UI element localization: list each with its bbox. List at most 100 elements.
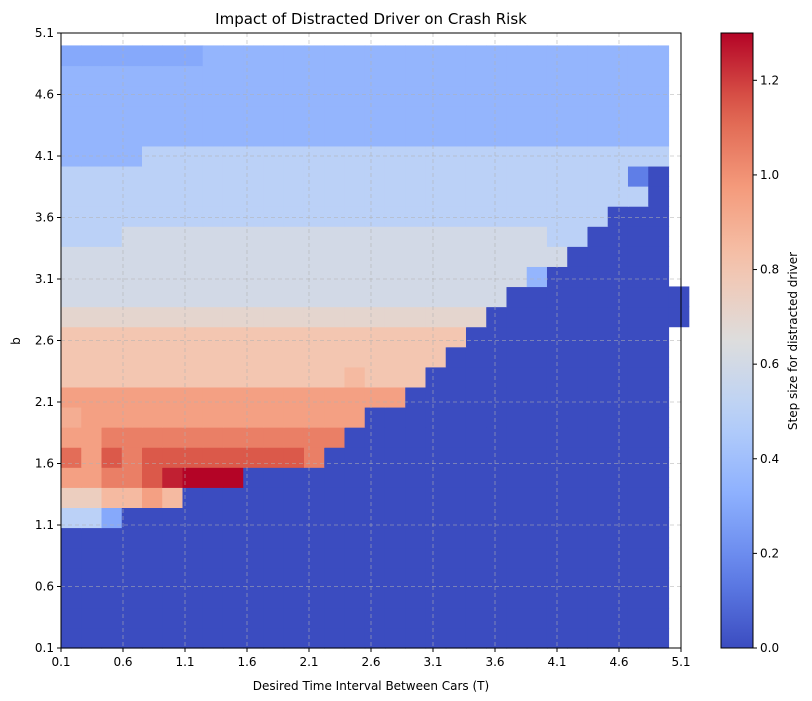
- heatmap-cell: [465, 85, 487, 107]
- colorbar-tick-label: 0.8: [760, 263, 779, 277]
- heatmap-cell: [263, 467, 285, 488]
- heatmap-cell: [425, 226, 447, 247]
- heatmap-cell: [648, 487, 670, 508]
- heatmap-cell: [648, 587, 670, 609]
- heatmap-cell: [101, 366, 123, 388]
- heatmap-cell: [344, 487, 366, 508]
- heatmap-cell: [222, 346, 244, 368]
- heatmap-cell: [425, 627, 447, 649]
- heatmap-cell: [607, 45, 629, 67]
- heatmap-cell: [162, 105, 184, 127]
- heatmap-cell: [526, 467, 548, 488]
- heatmap-cell: [142, 326, 163, 348]
- heatmap-cell: [324, 306, 346, 328]
- heatmap-cell: [222, 386, 244, 408]
- heatmap-cell: [263, 587, 285, 609]
- heatmap-cell: [445, 447, 467, 468]
- heatmap-cell: [243, 286, 265, 308]
- heatmap-cell: [101, 165, 123, 187]
- heatmap-cell: [202, 306, 224, 328]
- heatmap-cell: [81, 487, 103, 508]
- heatmap-cell: [344, 427, 366, 448]
- heatmap-cell: [445, 306, 467, 328]
- heatmap-cell: [384, 487, 406, 508]
- heatmap-cell: [101, 65, 123, 87]
- heatmap-cell: [202, 246, 224, 267]
- heatmap-cell: [202, 507, 224, 529]
- heatmap-cell: [607, 467, 629, 488]
- heatmap-cell: [121, 527, 143, 549]
- heatmap-cell: [506, 65, 528, 87]
- heatmap-cell: [61, 406, 82, 428]
- heatmap-cell: [303, 326, 325, 348]
- heatmap-cell: [263, 165, 285, 187]
- heatmap-cell: [222, 547, 244, 569]
- heatmap-cell: [303, 105, 325, 127]
- heatmap-cell: [425, 467, 447, 488]
- heatmap-cell: [445, 85, 467, 107]
- heatmap-cell: [283, 366, 305, 388]
- heatmap-cell: [344, 346, 366, 368]
- y-tick-label: 2.1: [35, 395, 54, 409]
- y-tick-label: 4.6: [35, 88, 54, 102]
- x-tick-label: 0.6: [113, 655, 132, 669]
- heatmap-cell: [202, 206, 224, 227]
- heatmap-cell: [202, 427, 224, 448]
- heatmap-cell: [81, 165, 103, 187]
- heatmap-cell: [142, 467, 163, 488]
- heatmap-cell: [506, 627, 528, 649]
- heatmap-cell: [465, 587, 487, 609]
- heatmap-cell: [445, 286, 467, 308]
- heatmap-cell: [567, 125, 589, 147]
- heatmap-cell: [364, 567, 386, 589]
- heatmap-cell: [142, 567, 163, 589]
- heatmap-cell: [81, 567, 103, 589]
- heatmap-cell: [81, 527, 103, 549]
- heatmap-cell: [607, 65, 629, 87]
- heatmap-cell: [587, 527, 609, 549]
- heatmap-cell: [627, 45, 649, 67]
- heatmap-cell: [81, 366, 103, 388]
- heatmap-cell: [202, 487, 224, 508]
- heatmap-cell: [546, 547, 568, 569]
- heatmap-cell: [324, 45, 346, 67]
- y-tick-label: 1.6: [35, 457, 54, 471]
- heatmap-cell: [486, 547, 508, 569]
- heatmap-cell: [303, 467, 325, 488]
- heatmap-cell: [121, 246, 143, 267]
- heatmap-cell: [526, 226, 548, 247]
- heatmap-cell: [546, 427, 568, 448]
- heatmap-cell: [364, 145, 386, 167]
- heatmap-cell: [162, 366, 184, 388]
- heatmap-cell: [61, 467, 82, 488]
- heatmap-cell: [627, 607, 649, 629]
- heatmap-cell: [425, 85, 447, 107]
- heatmap-cell: [506, 105, 528, 127]
- heatmap-cell: [627, 326, 649, 348]
- heatmap-cell: [587, 326, 609, 348]
- heatmap-cell: [121, 406, 143, 428]
- heatmap-cell: [202, 286, 224, 308]
- heatmap-cell: [142, 165, 163, 187]
- heatmap-cell: [405, 447, 427, 468]
- colorbar: [720, 32, 754, 649]
- heatmap-cell: [587, 567, 609, 589]
- heatmap-cell: [607, 427, 629, 448]
- heatmap-cell: [243, 487, 265, 508]
- heatmap-cell: [425, 487, 447, 508]
- heatmap-cell: [627, 125, 649, 147]
- heatmap-cell: [587, 447, 609, 468]
- heatmap-cell: [182, 507, 204, 529]
- heatmap-cell: [142, 286, 163, 308]
- heatmap-cell: [526, 507, 548, 529]
- heatmap-cell: [506, 266, 528, 288]
- heatmap-cell: [202, 45, 224, 67]
- heatmap-cell: [465, 386, 487, 408]
- heatmap-cell: [486, 45, 508, 67]
- heatmap-cell: [567, 406, 589, 428]
- heatmap-cell: [445, 125, 467, 147]
- heatmap-cell: [627, 386, 649, 408]
- heatmap-cell: [648, 467, 670, 488]
- heatmap-cell: [101, 587, 123, 609]
- heatmap-cell: [344, 165, 366, 187]
